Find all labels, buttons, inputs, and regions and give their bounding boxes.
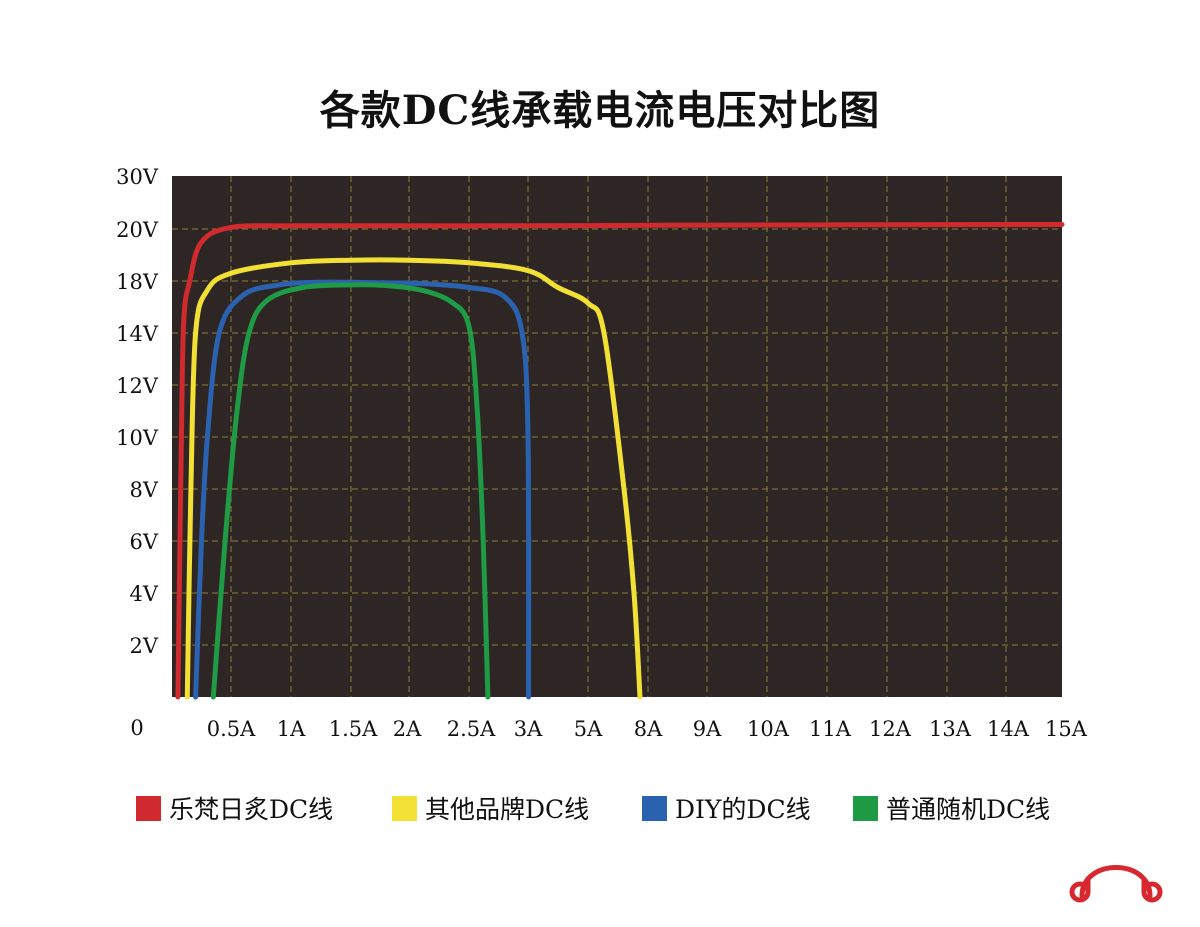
legend: 乐梵日炙DC线 其他品牌DC线 DIY的DC线 普通随机DC线 [0,788,1200,828]
chart-title: 各款DC线承载电流电压对比图 [319,87,881,134]
x-tick-label: 14A [987,717,1030,741]
x-tick-label: 0.5A [207,717,256,741]
x-tick-label: 11A [809,717,852,741]
legend-swatch-3 [853,795,878,821]
y-tick-label: 4V [129,582,158,606]
series-line-3 [210,282,491,700]
legend-label-1: 其他品牌DC线 [425,795,590,824]
x-tick-label: 10A [747,717,790,741]
y-tick-label: 30V [116,165,159,189]
legend-swatch-1 [392,795,417,821]
x-tick-label: 13A [929,717,972,741]
y-tick-label: 2V [129,634,158,658]
y-tick-label: 12V [116,374,159,398]
legend-item-1: 其他品牌DC线 [392,788,589,828]
legend-item-0: 乐梵日炙DC线 [136,788,333,828]
series-line-2 [193,279,532,700]
y-tick-label: 18V [116,270,159,294]
legend-label-2: DIY的DC线 [675,795,811,824]
x-tick-label: 2A [393,717,422,741]
y-tick-label: 20V [116,218,159,242]
origin-label: 0 [130,716,143,740]
legend-swatch-0 [136,795,161,821]
series-line-0 [175,222,1065,700]
x-tick-label: 8A [634,717,663,741]
legend-label-0: 乐梵日炙DC线 [169,795,334,824]
axis-labels: 2V 4V 6V 8V 10V 12V 14V 18V 20V 30V 0 0.5A 1A 1.5A 2A 2… [116,165,1088,741]
legend-swatch-2 [642,795,667,821]
x-tick-label: 3A [514,717,543,741]
y-tick-label: 6V [129,530,158,554]
y-tick-label: 10V [116,426,159,450]
x-tick-label: 15A [1045,717,1088,741]
x-tick-label: 5A [574,717,603,741]
legend-label-3: 普通随机DC线 [886,795,1051,824]
series-line-1 [184,257,643,700]
x-tick-label: 2.5A [447,717,496,741]
x-tick-label: 1A [277,717,306,741]
headphone-logo-icon [1069,865,1163,903]
series-lines [175,222,1065,700]
legend-item-3: 普通随机DC线 [853,788,1050,828]
x-tick-label: 9A [693,717,722,741]
y-tick-label: 14V [116,322,159,346]
legend-item-2: DIY的DC线 [642,788,811,828]
x-tick-label: 12A [869,717,912,741]
y-tick-label: 8V [129,478,158,502]
x-tick-label: 1.5A [329,717,378,741]
